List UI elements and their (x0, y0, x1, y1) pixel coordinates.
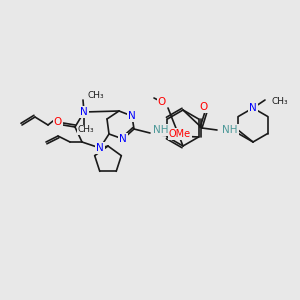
Text: N: N (96, 143, 104, 153)
Text: N: N (249, 103, 257, 113)
Text: N: N (119, 134, 127, 144)
Text: NH: NH (222, 125, 238, 135)
Text: CH₃: CH₃ (271, 98, 288, 106)
Text: O: O (158, 97, 166, 107)
Text: CH₃: CH₃ (87, 92, 104, 100)
Text: NH: NH (153, 125, 169, 135)
Text: N: N (128, 111, 136, 121)
Text: OMe: OMe (169, 129, 191, 139)
Text: CH₃: CH₃ (78, 125, 94, 134)
Text: N: N (80, 107, 88, 117)
Text: O: O (200, 102, 208, 112)
Text: O: O (54, 117, 62, 127)
